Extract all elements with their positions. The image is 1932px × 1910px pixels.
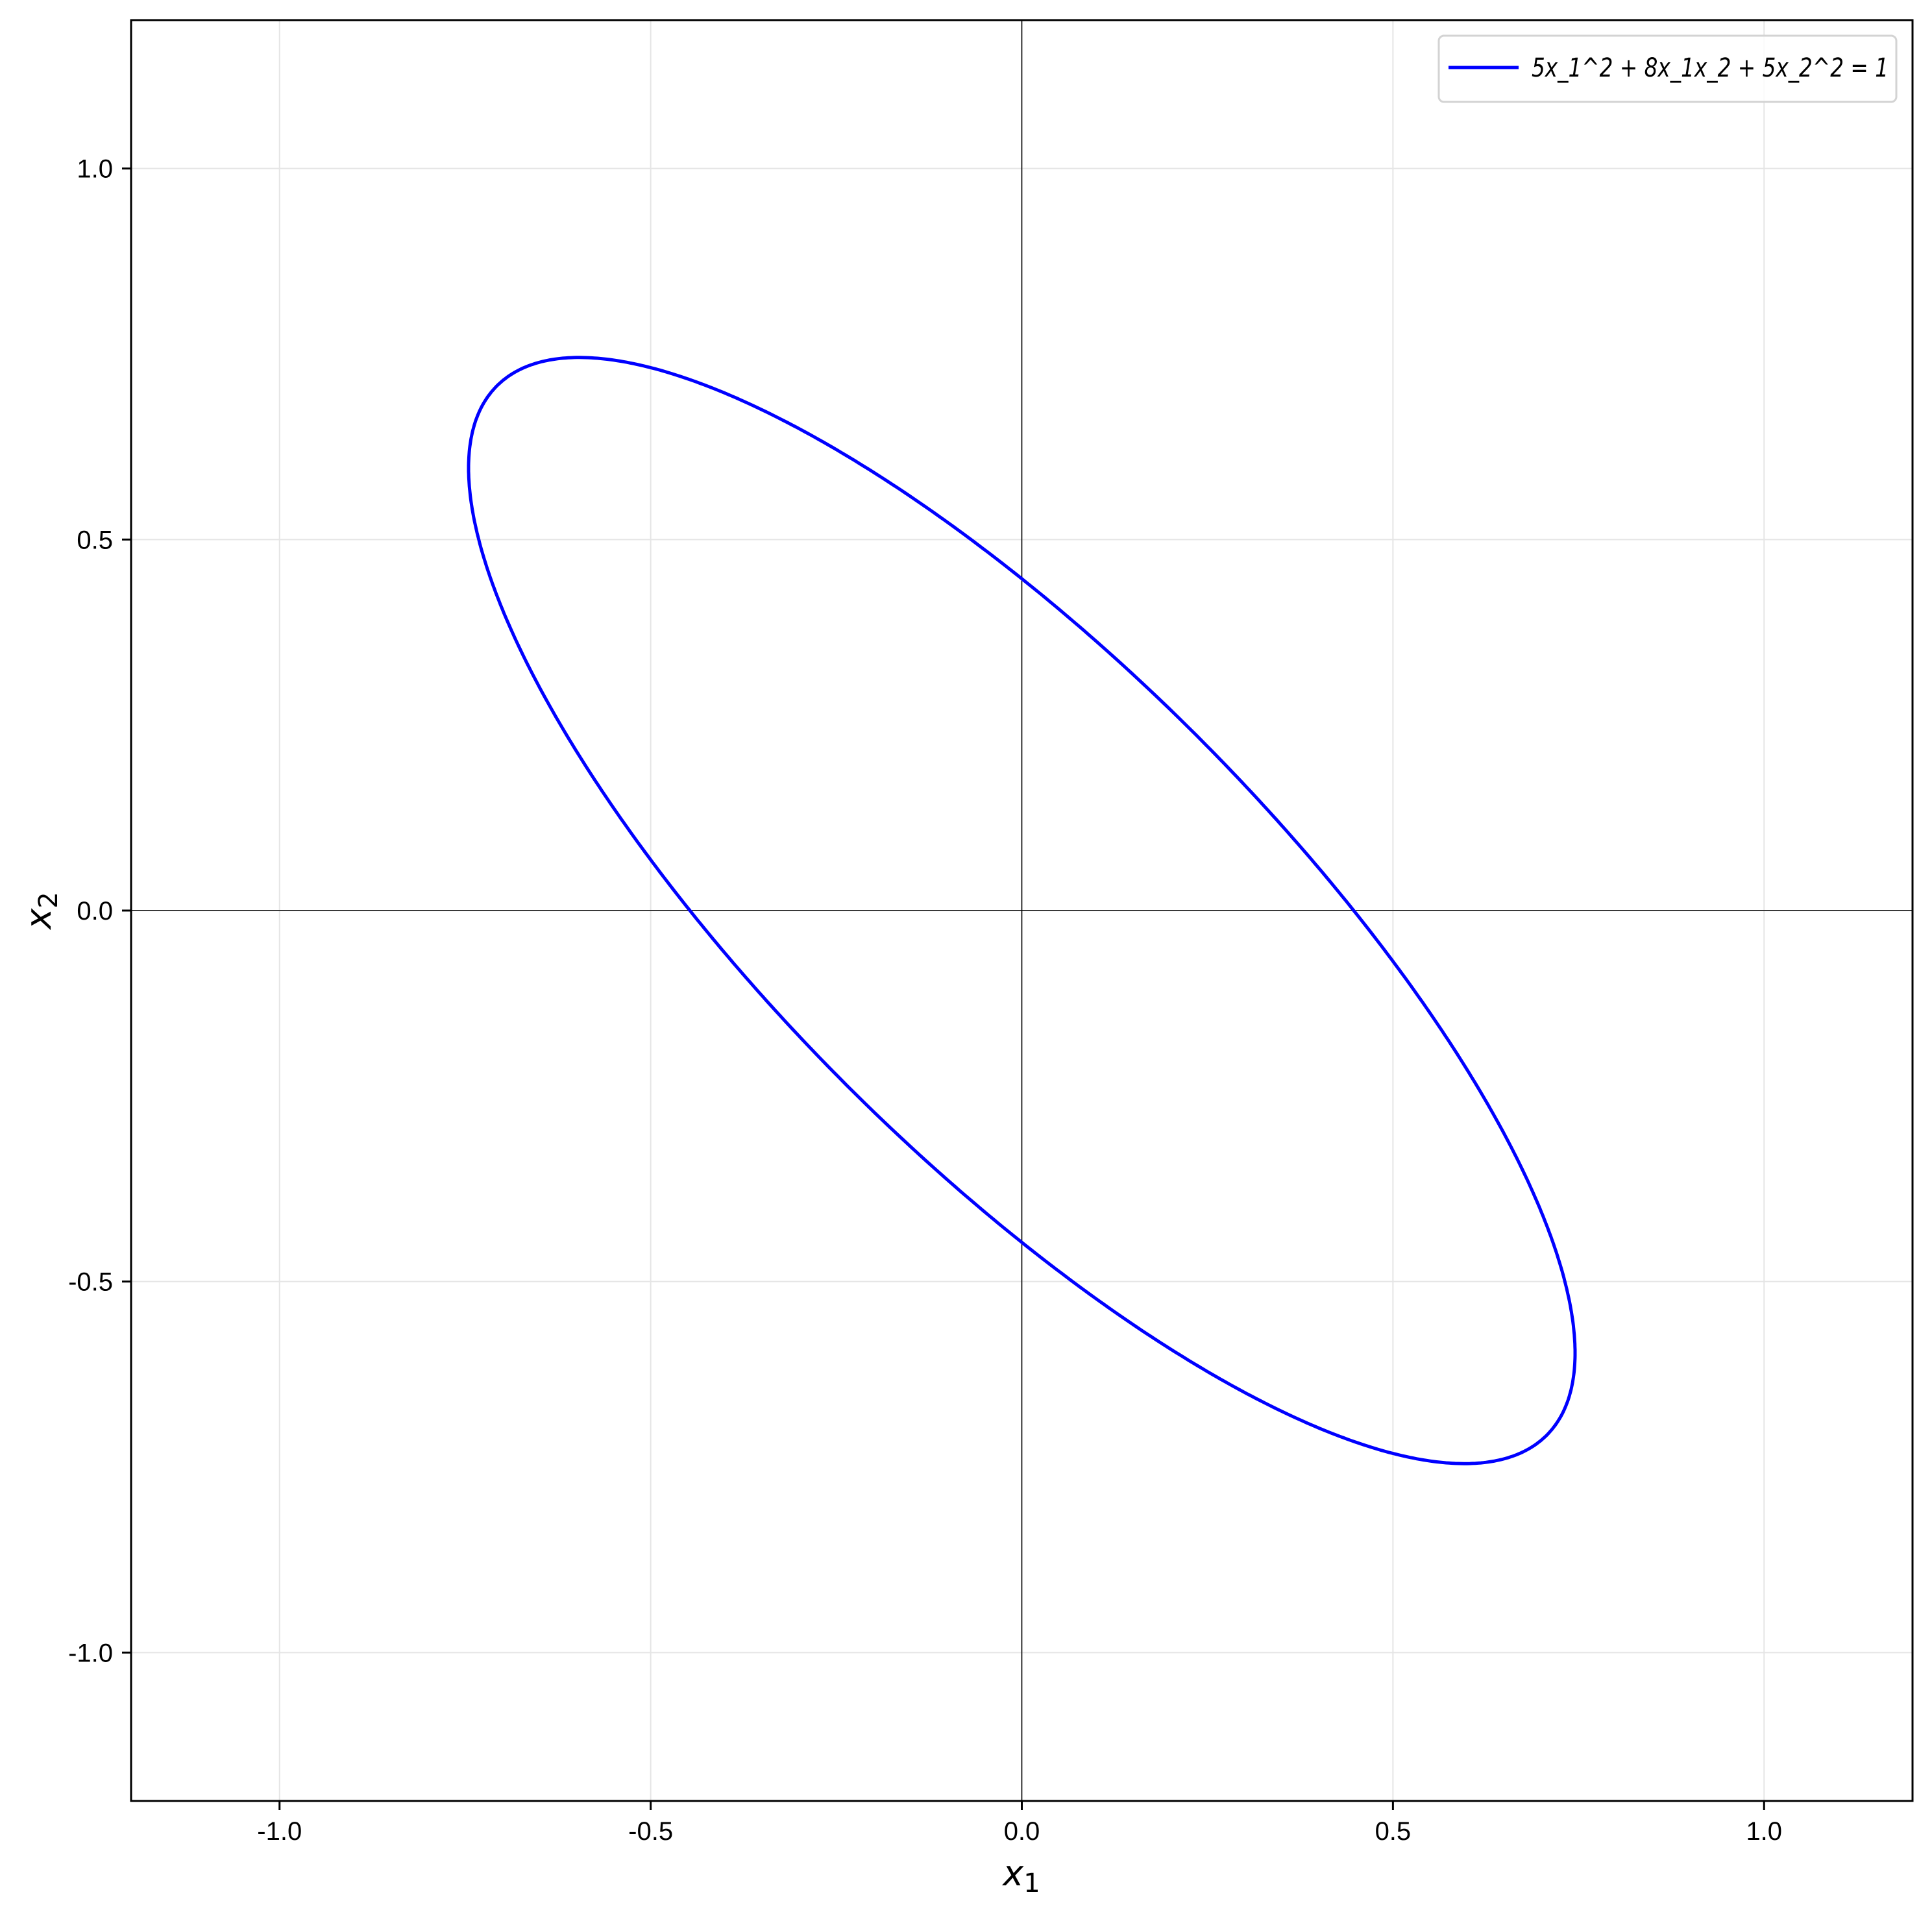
y-tick-label: 0.5 [77, 526, 113, 554]
legend-label: 5x_1^2 + 8x_1x_2 + 5x_2^2 = 1 [1532, 53, 1889, 83]
x-tick-label: 1.0 [1746, 1817, 1782, 1846]
y-axis-label: x2 [18, 892, 64, 930]
x-tick-label: 0.0 [1004, 1817, 1040, 1846]
x-tick-label: -0.5 [628, 1817, 673, 1846]
ticks: -1.0 -0.5 0.0 0.5 1.0 -1.0 -0.5 0.0 0.5 1.0 [68, 155, 1782, 1846]
y-tick-label: 0.0 [77, 897, 113, 925]
ellipse-curve [467, 356, 1577, 1465]
x-tick-label: -1.0 [257, 1817, 302, 1846]
y-tick-label: -1.0 [68, 1639, 113, 1667]
y-tick-label: 1.0 [77, 155, 113, 184]
legend-box [1437, 34, 1898, 103]
x-tick-label: 0.5 [1375, 1817, 1412, 1846]
legend: 5x_1^2 + 8x_1x_2 + 5x_2^2 = 1 [1437, 34, 1898, 103]
x-axis-label: x1 [1001, 1853, 1040, 1898]
origin-axis-lines [131, 20, 1913, 1801]
y-tick-label: -0.5 [68, 1268, 113, 1297]
